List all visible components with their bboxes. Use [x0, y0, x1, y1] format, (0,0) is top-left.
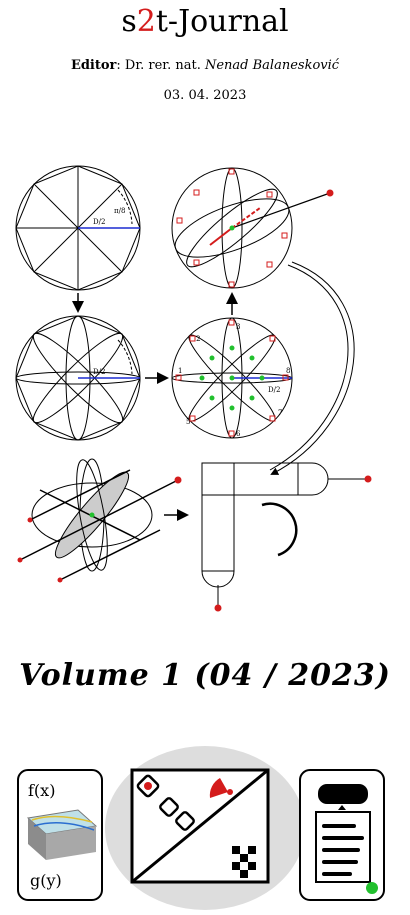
label-d2-a: D/2	[93, 218, 105, 226]
num-1: 1	[178, 367, 182, 375]
num-3: 3	[236, 323, 240, 331]
num-2: 2	[196, 335, 200, 343]
cover-figure: D/2 π/8 D/2 3 2 1 5 6 7 8	[15, 165, 372, 612]
journal-title: s2t-Journal	[0, 4, 410, 39]
function-graph-icon	[17, 769, 103, 901]
num-6: 6	[236, 430, 241, 438]
editor-line: Editor: Dr. rer. nat. Nenad Balanesković	[0, 58, 410, 73]
editor-name: Nenad Balanesković	[204, 58, 340, 73]
editor-label: Editor	[70, 58, 117, 73]
ring-diagram	[19, 458, 179, 581]
num-8: 8	[286, 367, 290, 375]
label-pi8: π/8	[114, 207, 125, 215]
volume-title: Volume 1 (04 / 2023)	[19, 658, 391, 693]
label-d2-c: D/2	[268, 386, 280, 394]
ellipse-circle-a	[15, 315, 141, 441]
journal-title-accent: 2	[136, 4, 156, 39]
editor-title: : Dr. rer. nat.	[116, 58, 205, 73]
center-dot-a	[229, 225, 235, 231]
red-squares	[175, 319, 289, 437]
num-5: 5	[186, 418, 190, 426]
board-icon	[105, 746, 305, 910]
journal-title-suffix: t-Journal	[155, 4, 289, 39]
octagon-circle	[15, 165, 141, 291]
icon-row: f(x) g(y)	[17, 746, 385, 910]
endpoint-dot-a	[326, 189, 334, 197]
green-dots	[199, 345, 265, 411]
gy-label: g(y)	[30, 871, 62, 890]
sphere-squares	[176, 168, 288, 288]
endpoint-dot-c	[214, 604, 222, 612]
sphere-circle	[171, 167, 331, 289]
num-7: 7	[278, 409, 282, 417]
block-diagram	[201, 462, 368, 608]
ring-dots	[17, 476, 182, 583]
issue-date: 03. 04. 2023	[163, 88, 247, 103]
document-icon	[299, 769, 385, 901]
journal-title-prefix: s	[121, 4, 137, 39]
label-d2-b: D/2	[93, 368, 105, 376]
endpoint-dot-b	[364, 475, 372, 483]
fx-label: f(x)	[28, 781, 55, 800]
center-dot-b	[89, 512, 95, 518]
